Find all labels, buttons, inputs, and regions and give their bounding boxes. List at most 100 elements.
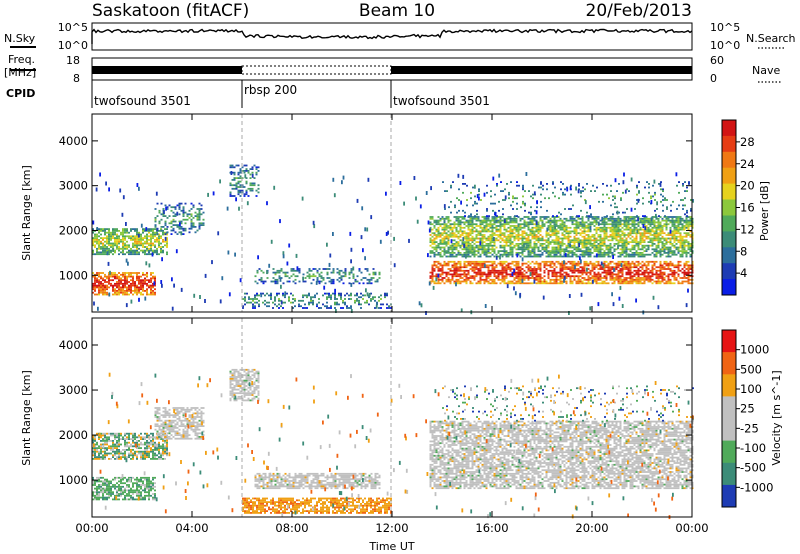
data-cell [603, 244, 606, 247]
data-cell [515, 243, 518, 245]
data-cell [249, 168, 252, 170]
data-cell [493, 221, 496, 224]
data-cell [613, 253, 616, 256]
data-cell [322, 303, 324, 306]
data-cell [499, 271, 502, 274]
data-cell [284, 271, 287, 274]
data-cell [581, 252, 584, 254]
data-cell [160, 247, 162, 250]
data-cell [250, 298, 252, 300]
data-cell [455, 235, 458, 238]
data-cell [312, 278, 315, 281]
cpid-label: CPID [6, 87, 35, 100]
data-cell [502, 190, 504, 192]
data-cell [683, 252, 686, 254]
data-cell [529, 255, 532, 258]
data-cell [104, 233, 106, 236]
data-cell [136, 239, 138, 241]
data-cell [158, 242, 160, 245]
data-cell [172, 206, 175, 209]
data-cell [459, 230, 462, 233]
data-cell [647, 230, 650, 233]
data-cell [435, 253, 438, 256]
data-cell [445, 226, 448, 229]
data-cell [126, 240, 128, 243]
data-cell [162, 251, 164, 254]
data-cell [623, 246, 626, 249]
data-cell [108, 277, 110, 280]
data-cell [126, 230, 128, 232]
data-cell [435, 230, 438, 233]
data-cell [655, 266, 658, 269]
data-cell [332, 271, 335, 274]
data-cell [660, 193, 662, 196]
data-cell [247, 170, 250, 172]
data-cell [659, 230, 662, 233]
data-cell [527, 226, 530, 229]
data-cell [631, 278, 634, 281]
data-cell [583, 253, 586, 256]
data-cell [535, 271, 538, 274]
data-cell [651, 216, 654, 218]
data-cell [633, 264, 636, 267]
data-cell [683, 264, 686, 267]
data-cell [583, 226, 586, 229]
data-cell [555, 278, 558, 281]
data-cell [473, 217, 476, 220]
data-cell [529, 250, 532, 252]
data-cell [645, 268, 648, 270]
data-cell [531, 275, 534, 278]
data-cell [118, 275, 120, 278]
data-cell [609, 234, 612, 236]
data-cell [607, 269, 610, 272]
data-cell [126, 251, 128, 254]
data-cell [599, 275, 602, 278]
data-cell [467, 223, 470, 226]
data-cell [535, 268, 538, 270]
data-cell [485, 221, 488, 224]
data-cell [673, 282, 676, 285]
data-cell [477, 241, 480, 243]
data-cell [481, 278, 484, 281]
data-cell [467, 269, 470, 272]
data-cell [475, 260, 478, 263]
data-cell [654, 191, 656, 194]
data-cell [487, 225, 490, 227]
data-cell [509, 280, 512, 283]
data-cell [586, 183, 588, 185]
data-cell [549, 219, 552, 222]
data-cell [675, 221, 678, 224]
data-cell [102, 246, 104, 248]
data-cell [270, 280, 273, 283]
data-cell [443, 239, 446, 242]
data-cell [451, 243, 454, 245]
data-cell [104, 240, 106, 243]
data-cell [515, 237, 518, 240]
data-cell [513, 246, 516, 249]
data-cell [439, 264, 442, 267]
data-cell [515, 277, 518, 279]
data-cell [571, 280, 574, 283]
data-cell [302, 280, 305, 283]
data-cell [533, 217, 536, 220]
data-cell [559, 273, 562, 276]
data-cell [126, 231, 128, 234]
data-cell [491, 216, 494, 218]
data-cell [519, 225, 522, 227]
data-cell [481, 241, 484, 243]
data-cell [581, 246, 584, 249]
data-cell [148, 253, 150, 256]
data-cell [257, 191, 260, 194]
data-cell [96, 235, 98, 238]
data-cell [505, 250, 508, 252]
data-cell [553, 248, 556, 251]
data-cell [491, 223, 494, 226]
data-cell [657, 275, 660, 278]
data-cell [96, 247, 98, 250]
data-cell [447, 237, 450, 240]
data-cell [437, 260, 440, 263]
data-cell [661, 266, 664, 269]
data-cell [673, 271, 676, 274]
data-cell [637, 280, 640, 283]
data-cell [455, 275, 458, 278]
